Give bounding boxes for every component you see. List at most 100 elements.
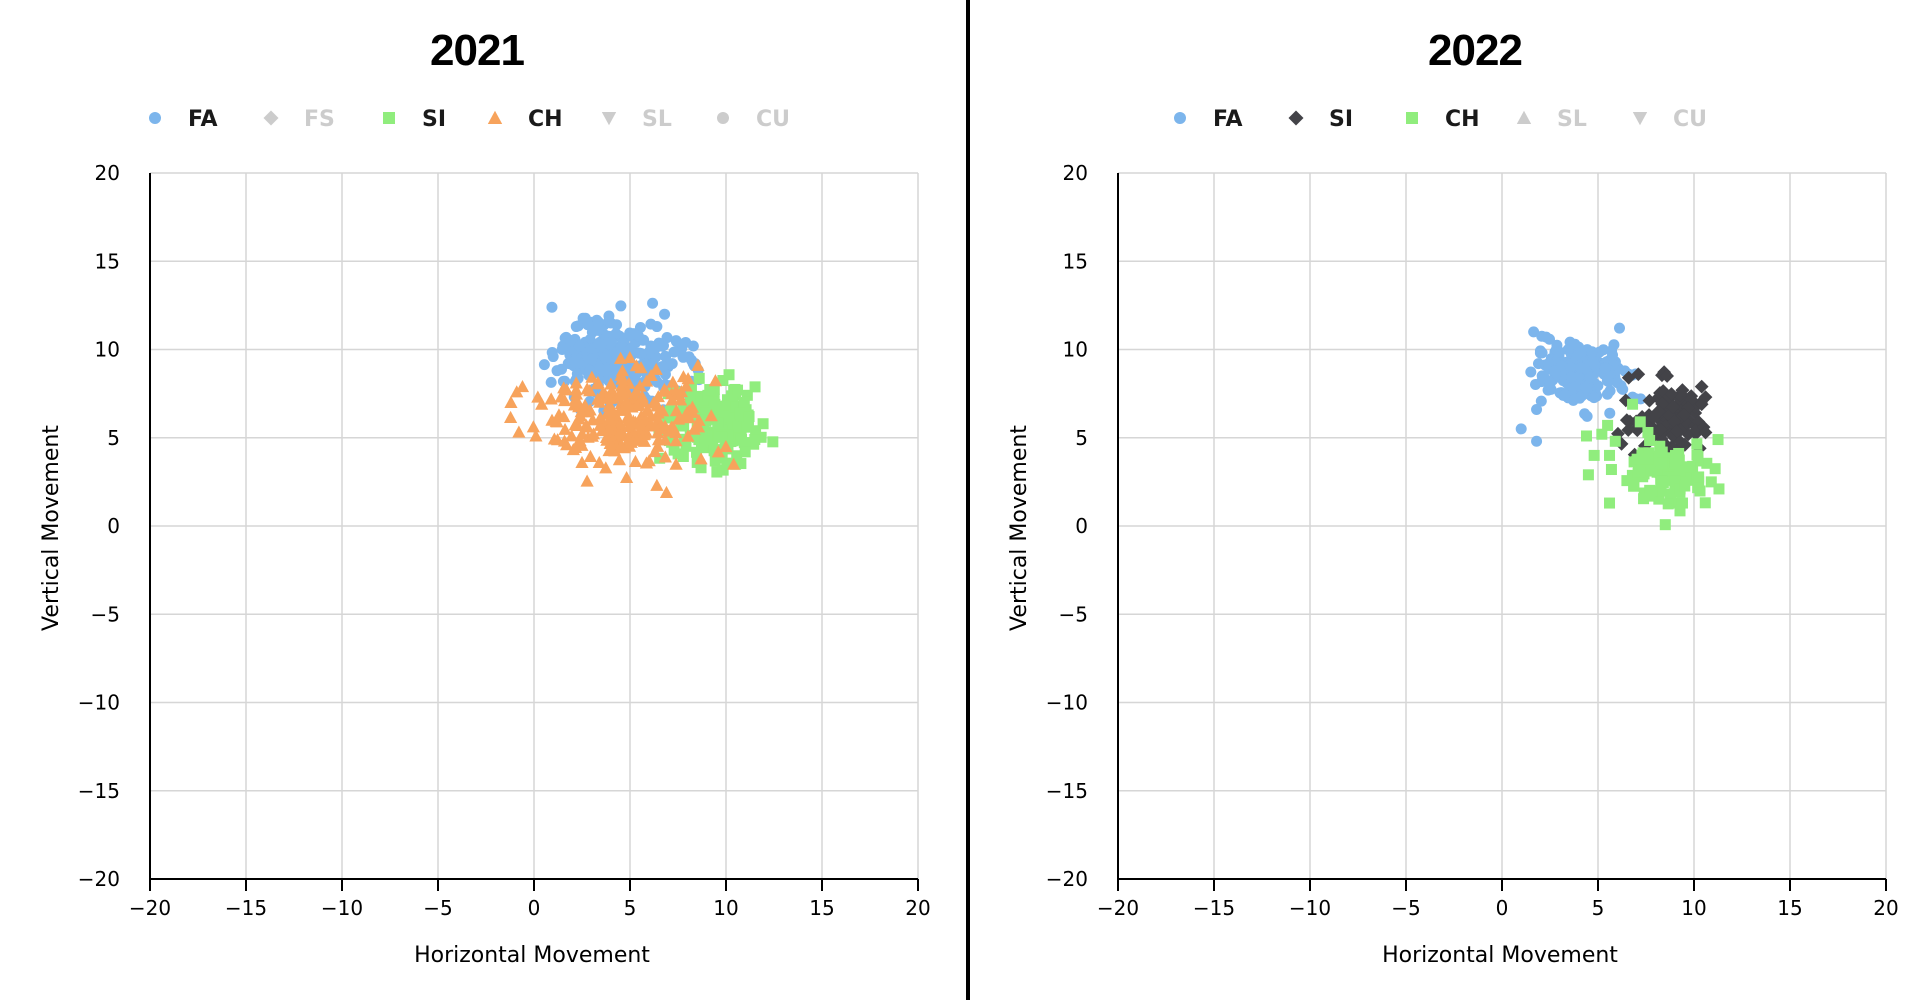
data-point bbox=[691, 390, 703, 402]
data-point bbox=[610, 328, 622, 340]
data-point bbox=[724, 411, 736, 423]
plot-grid bbox=[149, 172, 919, 880]
data-point bbox=[1680, 470, 1692, 482]
data-point bbox=[1531, 435, 1543, 447]
data-point bbox=[1599, 362, 1611, 374]
data-point bbox=[727, 420, 739, 432]
data-point bbox=[1607, 349, 1619, 361]
data-point bbox=[755, 431, 767, 443]
data-point bbox=[1698, 390, 1713, 405]
data-point bbox=[661, 332, 673, 344]
data-point bbox=[691, 358, 705, 371]
data-point bbox=[1674, 465, 1686, 477]
data-point bbox=[732, 384, 744, 396]
data-point bbox=[669, 404, 683, 417]
data-point bbox=[749, 381, 761, 393]
x-axis-title: Horizontal Movement bbox=[414, 943, 650, 968]
data-point bbox=[709, 455, 721, 467]
data-point bbox=[634, 361, 648, 374]
data-point bbox=[1655, 485, 1667, 497]
chart-2021: 2021 FA FS SI CH SL CU −20 −15 −10 −5 0 5 10 15 20 20 1… bbox=[39, 26, 931, 968]
data-point bbox=[1701, 457, 1713, 469]
data-point bbox=[1588, 392, 1600, 404]
data-point bbox=[1605, 464, 1617, 476]
data-point bbox=[721, 457, 733, 469]
legend-item-sl[interactable]: SL bbox=[1516, 107, 1587, 132]
x-tick-label: 20 bbox=[905, 896, 930, 920]
data-point bbox=[602, 443, 616, 457]
data-point bbox=[599, 351, 611, 363]
data-point bbox=[613, 417, 627, 430]
legend-item-fa[interactable]: FA bbox=[149, 107, 218, 132]
data-point bbox=[1699, 497, 1711, 509]
y-tick-label: 10 bbox=[1063, 338, 1088, 362]
data-point bbox=[677, 350, 689, 362]
data-point bbox=[637, 395, 651, 408]
y-tick-label: 15 bbox=[1063, 249, 1088, 273]
data-point bbox=[709, 398, 721, 410]
data-point bbox=[1644, 434, 1656, 446]
x-tick-label: −15 bbox=[1193, 896, 1235, 920]
data-point bbox=[650, 342, 662, 354]
legend-item-cu[interactable]: CU bbox=[1632, 107, 1707, 132]
legend-marker-diamond-icon bbox=[263, 110, 279, 126]
y-tick-label: 20 bbox=[95, 161, 120, 185]
data-point bbox=[711, 466, 723, 478]
data-point bbox=[620, 470, 634, 484]
data-point bbox=[512, 425, 526, 438]
data-point bbox=[580, 420, 594, 433]
legend-item-si[interactable]: SI bbox=[1288, 107, 1354, 132]
legend-item-si[interactable]: SI bbox=[383, 107, 446, 132]
data-point bbox=[1601, 375, 1613, 387]
data-point bbox=[1651, 466, 1663, 478]
data-point bbox=[605, 336, 617, 348]
data-point bbox=[648, 395, 663, 408]
legend-item-cu[interactable]: CU bbox=[717, 107, 790, 132]
data-point bbox=[594, 338, 606, 350]
data-point bbox=[671, 412, 686, 425]
legend-item-fs[interactable]: FS bbox=[263, 107, 335, 132]
legend-item-ch[interactable]: CH bbox=[1406, 107, 1480, 132]
data-point bbox=[1604, 407, 1616, 419]
data-point bbox=[684, 392, 696, 404]
data-point bbox=[678, 409, 692, 422]
x-tick-label: −5 bbox=[423, 896, 452, 920]
data-point bbox=[585, 353, 597, 365]
data-point bbox=[1534, 347, 1546, 359]
y-tick-label: −20 bbox=[78, 867, 120, 891]
legend-marker-triangle-icon bbox=[1516, 110, 1532, 124]
axis-ticks: −20 −15 −10 −5 0 5 10 15 20 20 15 10 5 0 −5 −10 −15 −20 bbox=[78, 161, 931, 920]
data-point bbox=[1676, 497, 1688, 509]
data-point bbox=[545, 376, 557, 388]
data-point bbox=[1684, 461, 1696, 473]
data-point bbox=[700, 407, 712, 419]
data-point bbox=[615, 364, 630, 377]
data-point bbox=[1634, 416, 1646, 428]
data-point bbox=[727, 457, 741, 470]
legend-marker-diamond-icon bbox=[1288, 110, 1304, 126]
legend: FA FS SI CH SL CU bbox=[149, 107, 790, 132]
data-point bbox=[569, 376, 583, 389]
legend-item-fa[interactable]: FA bbox=[1174, 107, 1243, 132]
data-point bbox=[1609, 435, 1621, 447]
data-point bbox=[551, 365, 563, 377]
data-point bbox=[1604, 497, 1616, 509]
series-ch bbox=[504, 350, 741, 498]
data-point bbox=[600, 363, 612, 375]
data-point bbox=[1644, 484, 1656, 496]
data-point bbox=[717, 464, 729, 476]
data-point bbox=[612, 427, 626, 440]
data-point bbox=[680, 440, 692, 452]
legend-label: SI bbox=[1329, 107, 1353, 132]
data-point bbox=[1662, 498, 1674, 510]
data-point bbox=[544, 392, 558, 405]
data-point bbox=[580, 382, 594, 395]
legend: FA SI CH SL CU bbox=[1174, 107, 1707, 132]
data-point bbox=[611, 319, 623, 331]
data-point bbox=[693, 372, 705, 384]
data-point bbox=[733, 400, 745, 412]
legend-item-ch[interactable]: CH bbox=[487, 107, 563, 132]
legend-item-sl[interactable]: SL bbox=[601, 107, 672, 132]
data-point bbox=[712, 409, 724, 421]
data-point bbox=[1528, 326, 1540, 338]
